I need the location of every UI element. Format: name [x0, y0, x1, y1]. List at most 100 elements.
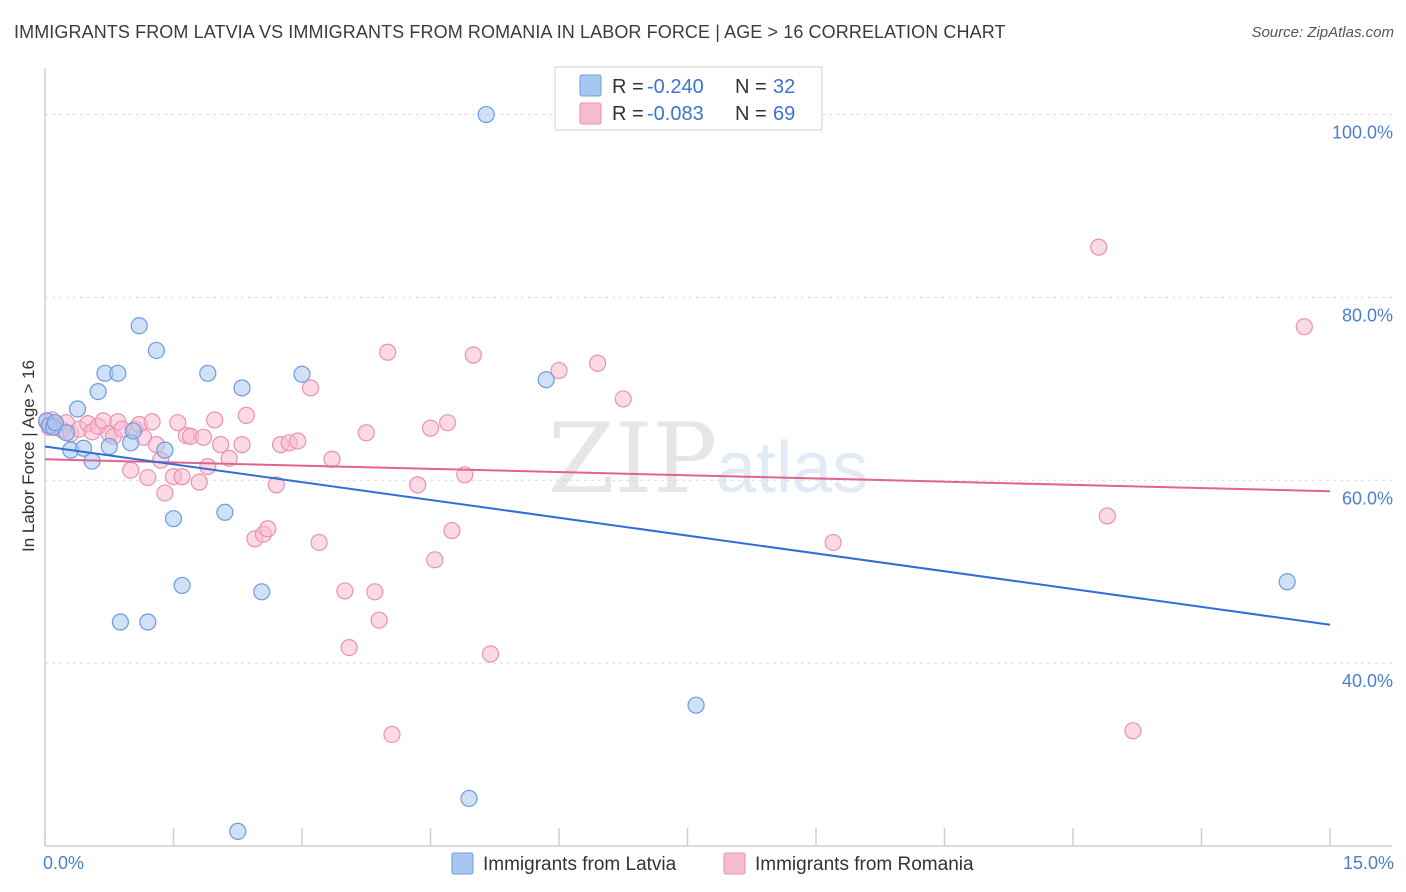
romania-point-35	[220, 449, 238, 467]
y-tick-labels: 100.0% 80.0% 60.0% 40.0%	[1332, 123, 1393, 692]
romania-point-55	[409, 476, 427, 494]
bottom-legend-latvia: Immigrants from Latvia	[483, 854, 677, 875]
latvia-point-20	[164, 510, 183, 528]
watermark-zip: ZIP	[548, 403, 717, 515]
latvia-point-22	[199, 364, 217, 382]
romania-point-54	[383, 725, 401, 744]
latvia-point-11	[100, 437, 118, 456]
romania-point-26	[169, 414, 187, 432]
latvia-point-25	[233, 379, 251, 397]
y-axis-label: In Labor Force | Age > 16	[19, 360, 38, 552]
latvia-point-24	[229, 822, 247, 840]
latvia-points	[38, 105, 1296, 840]
latvia-point-17	[139, 613, 157, 631]
source-credit: Source: ZipAtlas.com	[1251, 24, 1394, 41]
legend-romania-n-label: N =	[735, 103, 767, 125]
romania-point-45	[301, 379, 320, 397]
y-tick-label-80: 80.0%	[1342, 305, 1393, 325]
y-tick-label-60: 60.0%	[1342, 488, 1393, 508]
romania-point-46	[310, 533, 328, 552]
legend-latvia-r-label: R =	[612, 76, 644, 98]
romania-point-16	[122, 461, 140, 479]
x-axis-ticks	[44, 828, 1331, 846]
latvia-point-26	[253, 583, 271, 601]
romania-point-49	[340, 638, 358, 657]
romania-point-68	[1098, 507, 1116, 525]
bottom-legend: Immigrants from Latvia Immigrants from R…	[451, 852, 974, 875]
legend: R = -0.240 N = 32 R = -0.083 N = 69	[554, 66, 823, 131]
legend-latvia-n-label: N =	[735, 76, 767, 98]
romania-point-40	[259, 520, 277, 538]
latvia-trend-line	[44, 445, 1331, 626]
legend-romania-r-value: -0.083	[647, 103, 704, 125]
romania-point-47	[323, 450, 341, 468]
legend-latvia-n-value: 32	[773, 76, 795, 98]
latvia-point-28	[477, 105, 495, 124]
watermark-atlas: atlas	[716, 428, 868, 508]
romania-point-31	[194, 428, 213, 446]
romania-point-32	[199, 457, 217, 476]
romania-point-65	[614, 390, 632, 408]
latvia-point-30	[537, 371, 555, 389]
romania-point-57	[426, 551, 444, 569]
latvia-point-16	[130, 317, 148, 335]
romania-point-36	[233, 436, 251, 454]
y-tick-label-100: 100.0%	[1332, 123, 1393, 143]
legend-latvia-r-value: -0.240	[647, 76, 704, 98]
y-tick-label-40: 40.0%	[1342, 671, 1393, 691]
romania-point-62	[481, 645, 500, 663]
romania-point-69	[1124, 722, 1142, 740]
romania-point-61	[464, 346, 482, 364]
latvia-point-31	[687, 696, 705, 714]
latvia-point-4	[57, 424, 76, 442]
bottom-legend-swatch-romania	[723, 852, 746, 875]
romania-point-44	[289, 432, 307, 450]
latvia-point-3	[46, 414, 64, 432]
x-tick-label-min: 0.0%	[43, 853, 84, 873]
legend-romania-r-label: R =	[612, 103, 644, 125]
latvia-point-15	[124, 422, 142, 440]
latvia-point-9	[89, 383, 107, 401]
romania-point-33	[206, 411, 224, 429]
x-tick-label-max: 15.0%	[1343, 853, 1394, 873]
latvia-point-21	[173, 576, 191, 595]
bottom-legend-romania: Immigrants from Romania	[755, 854, 974, 875]
latvia-point-19	[156, 441, 174, 459]
latvia-point-12	[109, 364, 127, 382]
romania-point-51	[366, 583, 384, 601]
chart-title: IMMIGRANTS FROM LATVIA VS IMMIGRANTS FRO…	[14, 22, 1006, 42]
romania-point-58	[439, 414, 457, 432]
romania-point-70	[1295, 318, 1313, 336]
latvia-point-32	[1278, 573, 1296, 591]
romania-point-66	[824, 533, 842, 552]
bottom-legend-swatch-latvia	[451, 852, 474, 875]
romania-point-64	[588, 354, 607, 372]
romania-point-48	[336, 582, 354, 600]
latvia-point-13	[111, 613, 129, 631]
latvia-point-29	[460, 789, 478, 808]
legend-romania-n-value: 69	[773, 103, 795, 125]
romania-point-41	[267, 476, 285, 494]
romania-point-34	[212, 436, 230, 454]
romania-point-53	[379, 343, 397, 361]
latvia-point-18	[147, 341, 165, 360]
romania-point-20	[139, 468, 157, 487]
latvia-point-27	[293, 365, 311, 383]
romania-point-59	[443, 521, 461, 540]
romania-point-37	[237, 406, 255, 424]
romania-point-24	[156, 484, 174, 502]
romania-point-63	[550, 361, 568, 380]
romania-point-52	[370, 611, 388, 629]
romania-point-50	[357, 424, 375, 442]
latvia-point-23	[216, 503, 234, 521]
romania-point-67	[1090, 238, 1108, 256]
romania-point-21	[143, 413, 161, 431]
legend-swatch-romania	[579, 102, 602, 125]
romania-trend-line	[44, 458, 1331, 493]
romania-point-30	[190, 473, 208, 491]
romania-point-27	[173, 468, 191, 486]
latvia-point-6	[68, 400, 87, 418]
romania-point-56	[421, 419, 440, 437]
legend-swatch-latvia	[579, 74, 602, 97]
